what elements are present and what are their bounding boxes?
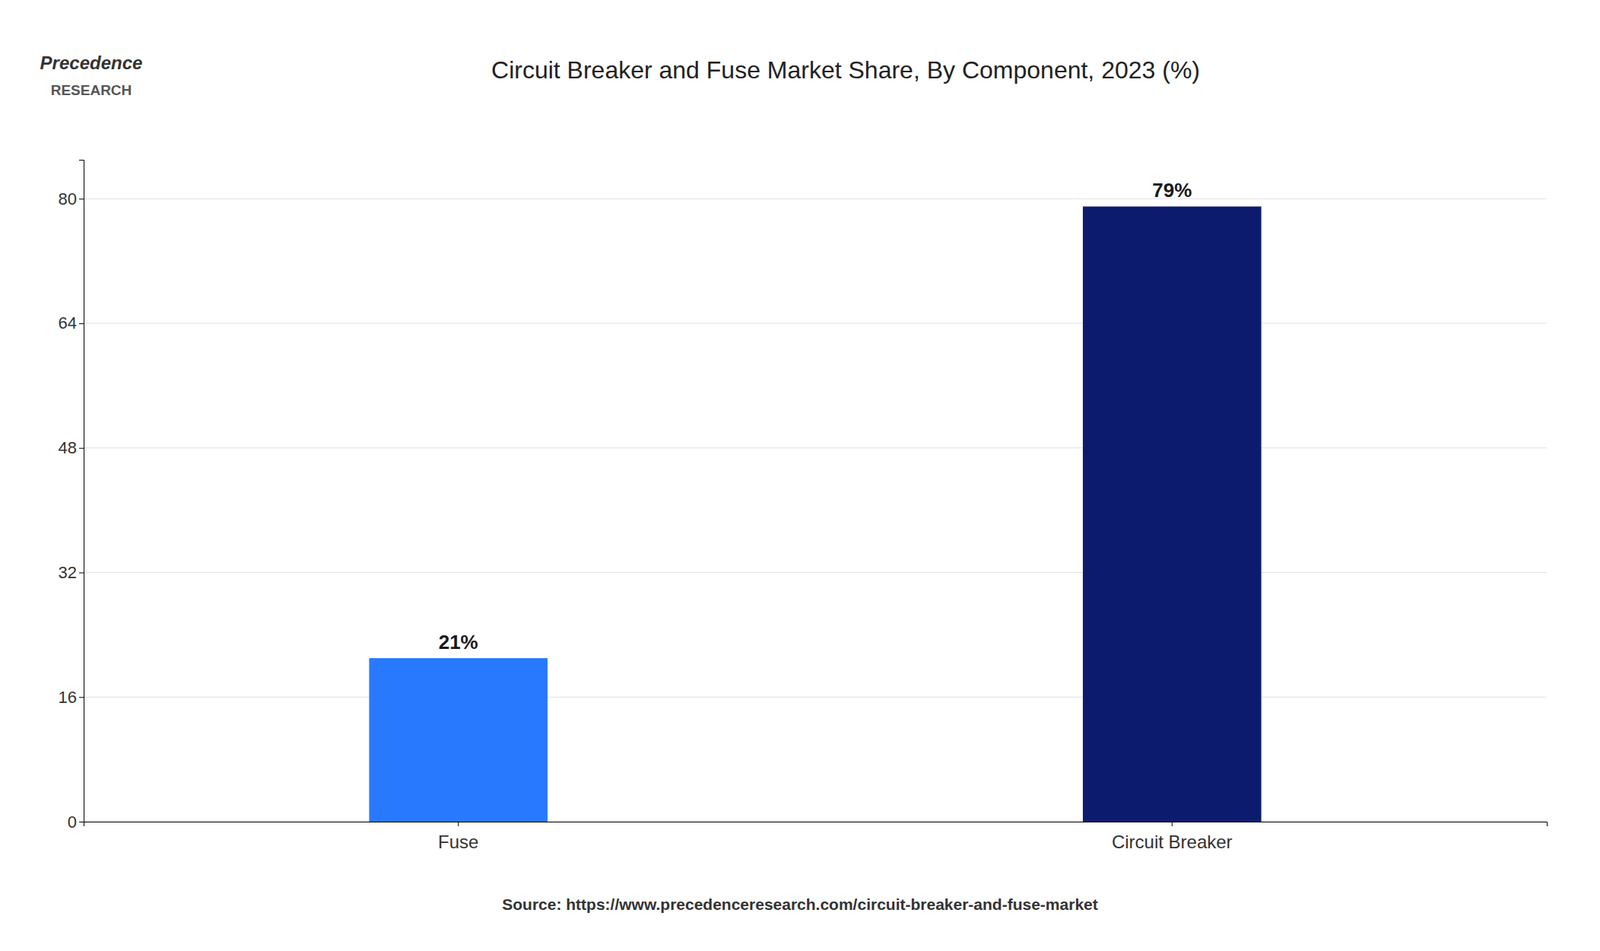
annotation: Source: https://www.precedenceresearch.c…	[501, 895, 1098, 913]
grid-line	[83, 198, 1547, 200]
y-tick-mark	[79, 571, 84, 573]
x-tick-mark	[457, 821, 459, 826]
bars	[368, 206, 1261, 822]
annotation: Precedence	[40, 52, 143, 74]
y-tick: 16	[58, 687, 84, 707]
y-tick-mark	[79, 447, 84, 449]
y-tick: 32	[58, 562, 84, 582]
data-label: 79%	[1152, 178, 1192, 202]
y-tick-mark	[79, 696, 84, 698]
y-tick: 80	[58, 189, 84, 209]
data-label: 21%	[438, 630, 479, 654]
annotation: RESEARCH	[50, 82, 133, 99]
bar	[1082, 206, 1262, 822]
y-tick: 64	[58, 313, 84, 333]
x-tick: Circuit Breaker	[1111, 821, 1233, 852]
y-tick-label: 32	[58, 562, 77, 582]
y-tick-label: 0	[67, 812, 77, 832]
x-tick: Fuse	[438, 821, 479, 852]
grid	[83, 198, 1547, 822]
x-tick-label: Circuit Breaker	[1111, 831, 1233, 852]
bar	[368, 657, 548, 822]
y-tick-label: 80	[58, 189, 77, 209]
y-tick-label: 48	[58, 438, 77, 458]
x-tick-mark	[1171, 821, 1173, 826]
grid-line	[83, 696, 1547, 698]
y-axis-line	[79, 160, 85, 823]
y-tick-mark	[79, 821, 84, 823]
y-tick-mark	[79, 198, 84, 200]
data-labels: 21% 79%	[438, 178, 1193, 654]
x-tick-label: Fuse	[438, 831, 479, 852]
y-tick-mark	[79, 323, 84, 324]
y-tick-label: 64	[58, 313, 77, 333]
y-tick: 0	[67, 812, 84, 832]
grid-line	[83, 322, 1547, 324]
y-tick: 48	[58, 438, 84, 458]
chart-svg: Circuit Breaker and Fuse Market Share, B…	[0, 0, 1600, 951]
x-axis-line	[84, 822, 1548, 827]
y-tick-label: 16	[58, 687, 77, 707]
x-axis: Fuse Circuit Breaker	[84, 821, 1548, 852]
chart-title: Circuit Breaker and Fuse Market Share, B…	[491, 56, 1200, 84]
grid-line	[83, 571, 1547, 573]
grid-line	[83, 447, 1547, 448]
plot-area: 21% 79% 0 16 32 48 64 80 Fuse Circuit Breaker	[58, 160, 1548, 853]
y-axis: 0 16 32 48 64 80	[58, 160, 85, 832]
